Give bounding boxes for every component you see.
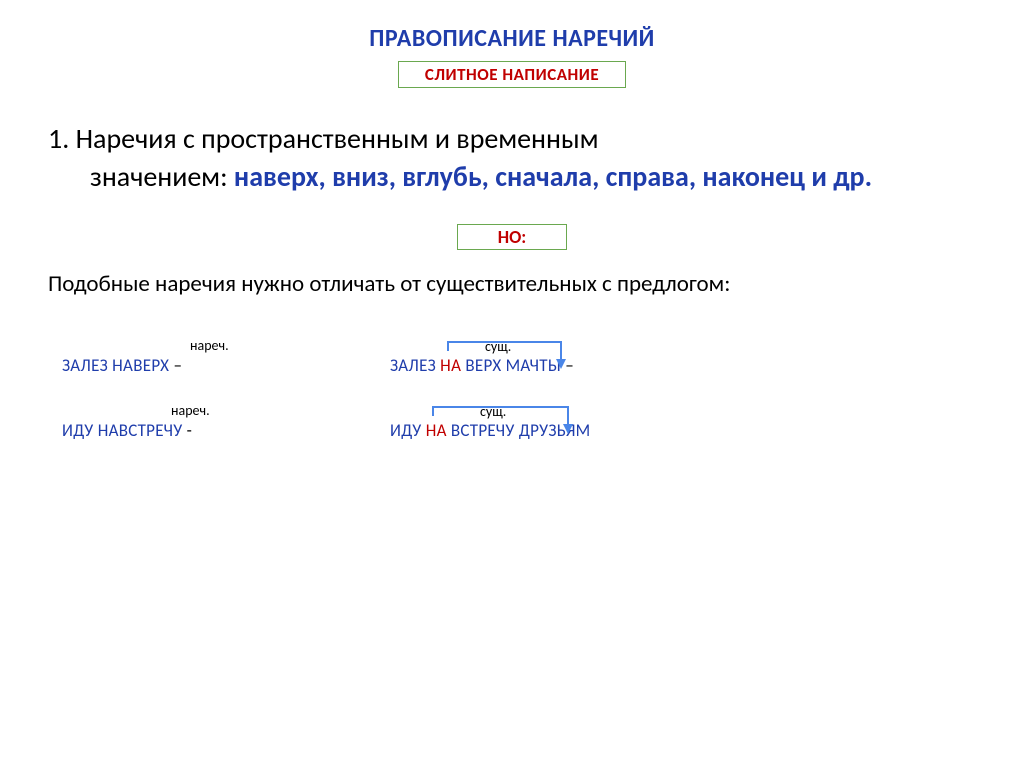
arrow-down-icon — [556, 359, 566, 369]
example-noun-1: сущ. ЗАЛЕЗ НА ВЕРХ МАЧТЫ – — [390, 355, 790, 376]
example-adverb-1: нареч. ЗАЛЕЗ НАВЕРХ – — [62, 355, 362, 376]
rule-examples: наверх, вниз, вглубь, сначала, справа, н… — [234, 159, 872, 194]
arrow-line — [567, 416, 569, 424]
arrow-down-icon — [563, 424, 573, 434]
examples-grid: нареч. ЗАЛЕЗ НАВЕРХ – сущ. ЗАЛЕЗ НА ВЕРХ… — [48, 355, 976, 441]
example-text: ИДУ НА ВСТРЕЧУ ДРУЗЬЯМ — [390, 420, 591, 441]
pos-label: сущ. — [480, 403, 506, 420]
rule-block: 1. Наречия с пространственным и временны… — [48, 120, 976, 196]
page-title: ПРАВОПИСАНИЕ НАРЕЧИЙ — [48, 24, 976, 53]
example-text: ЗАЛЕЗ НАВЕРХ – — [62, 355, 182, 376]
example-text: ИДУ НАВСТРЕЧУ - — [62, 420, 192, 441]
but-box: НО: — [457, 224, 568, 250]
subtitle-container: СЛИТНОЕ НАПИСАНИЕ — [48, 55, 976, 88]
arrow-line — [560, 351, 562, 359]
example-adverb-2: нареч. ИДУ НАВСТРЕЧУ - — [62, 420, 362, 441]
note-text: Подобные наречия нужно отличать от сущес… — [48, 270, 976, 300]
slide: ПРАВОПИСАНИЕ НАРЕЧИЙ СЛИТНОЕ НАПИСАНИЕ 1… — [0, 0, 1024, 767]
pos-label: нареч. — [171, 402, 210, 419]
rule-text-1: Наречия с пространственным и временным — [76, 121, 599, 156]
rule-text-2: значением: — [90, 159, 234, 194]
example-noun-2: сущ. ИДУ НА ВСТРЕЧУ ДРУЗЬЯМ — [390, 420, 790, 441]
pos-label: сущ. — [485, 338, 511, 355]
but-container: НО: — [48, 224, 976, 250]
rule-number: 1. — [48, 121, 76, 156]
example-text: ЗАЛЕЗ НА ВЕРХ МАЧТЫ – — [390, 355, 574, 376]
subtitle-box: СЛИТНОЕ НАПИСАНИЕ — [398, 61, 626, 88]
rule-line-2: значением: наверх, вниз, вглубь, сначала… — [48, 158, 976, 196]
pos-label: нареч. — [190, 337, 229, 354]
